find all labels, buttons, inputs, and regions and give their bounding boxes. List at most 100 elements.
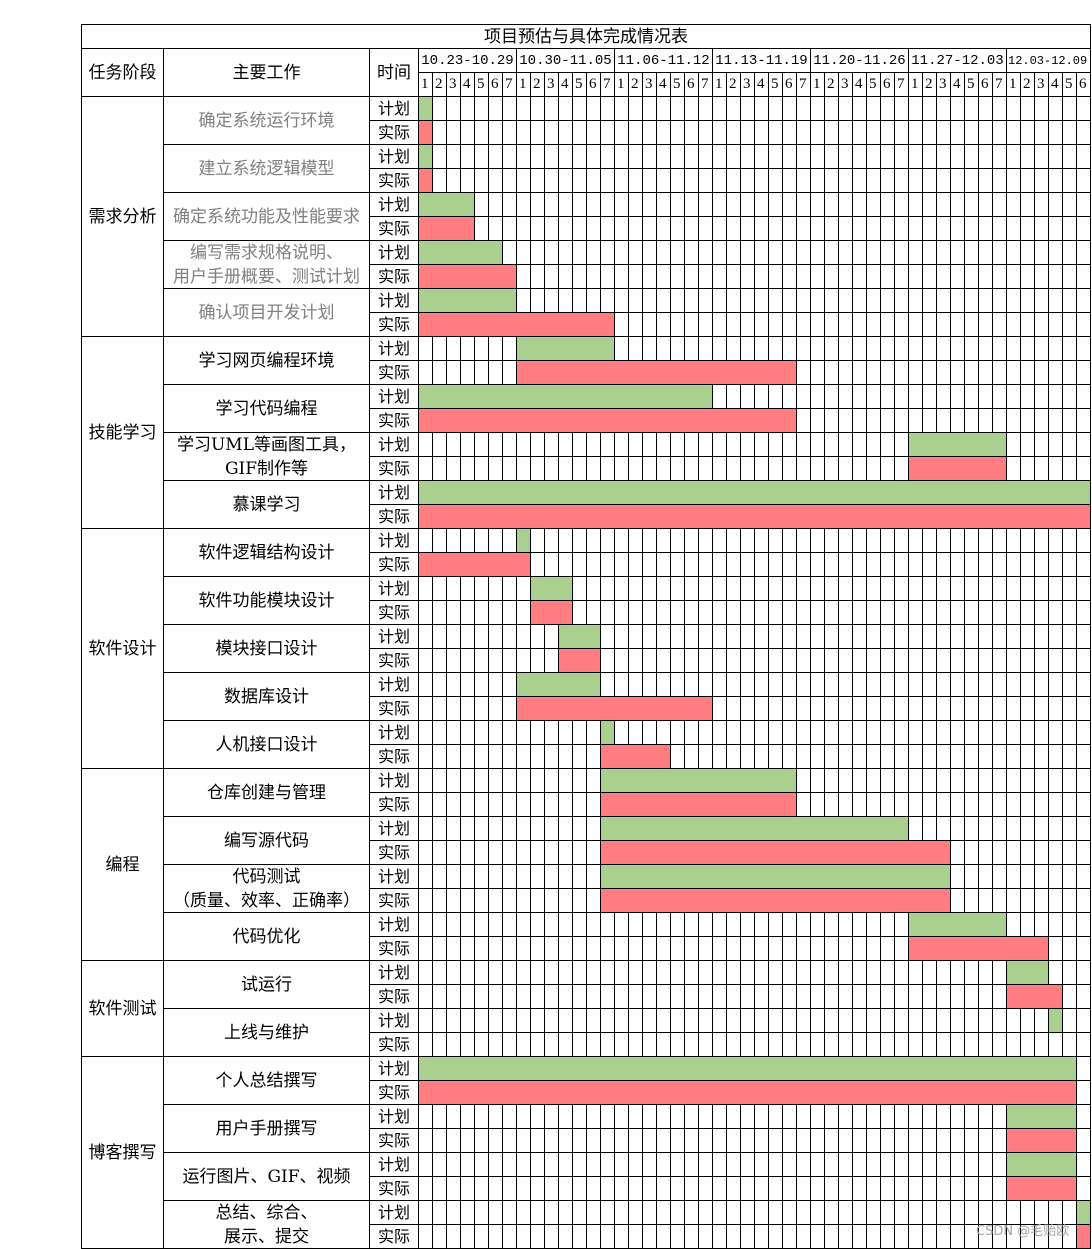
plan-bar xyxy=(601,865,950,888)
actual-row-label: 实际 xyxy=(377,506,410,526)
task-cell: 编写需求规格说明、 用户手册概要、测试计划 xyxy=(163,240,370,289)
table-title-cell: 项目预估与具体完成情况表 xyxy=(81,24,1091,49)
day-tick-label: 7 xyxy=(505,76,513,92)
task-name-line: 确认项目开发计划 xyxy=(198,302,335,323)
task-name-line: 模块接口设计 xyxy=(215,638,318,659)
task-name-line: 运行图片、GIF、视频 xyxy=(182,1166,351,1187)
actual-bar xyxy=(1077,1225,1090,1248)
stage-name: 编程 xyxy=(105,854,140,875)
task-name-line: 软件功能模块设计 xyxy=(198,590,335,611)
week-header-cell: 11.20-11.26 xyxy=(810,48,909,73)
task-cell: 仓库创建与管理 xyxy=(163,768,370,817)
day-tick-label: 5 xyxy=(673,76,681,92)
task-cell: 学习网页编程环境 xyxy=(163,336,370,385)
day-tick-label: 2 xyxy=(729,76,737,92)
actual-row-label: 实际 xyxy=(377,698,410,718)
day-tick-label: 1 xyxy=(813,76,821,92)
week-header-cell: 11.13-11.19 xyxy=(712,48,811,73)
task-cell: 运行图片、GIF、视频 xyxy=(163,1152,370,1201)
week-header-cell: 10.23-10.29 xyxy=(418,48,517,73)
plan-bar xyxy=(909,433,1006,456)
plan-row-label-cell: 计划 xyxy=(369,336,419,361)
actual-row-label-cell: 实际 xyxy=(369,312,419,337)
day-tick-label: 6 xyxy=(883,76,891,92)
actual-row-label: 实际 xyxy=(377,122,410,142)
actual-bar xyxy=(419,313,614,336)
day-tick-label: 4 xyxy=(561,76,569,92)
actual-row-label: 实际 xyxy=(377,1034,410,1054)
actual-row-label: 实际 xyxy=(377,650,410,670)
stage-cell: 编程 xyxy=(81,768,164,961)
plan-row-label-cell: 计划 xyxy=(369,96,419,121)
plan-bar xyxy=(419,97,432,120)
plan-row-label: 计划 xyxy=(377,1010,410,1030)
plan-row-label-cell: 计划 xyxy=(369,1056,419,1081)
task-cell: 数据库设计 xyxy=(163,672,370,721)
stage-name: 技能学习 xyxy=(88,422,157,443)
task-cell: 编写源代码 xyxy=(163,816,370,865)
day-tick-label: 3 xyxy=(449,76,457,92)
day-tick-label: 2 xyxy=(1023,76,1031,92)
task-cell: 学习代码编程 xyxy=(163,384,370,433)
task-name-line: 人机接口设计 xyxy=(215,734,318,755)
plan-bar xyxy=(1049,1009,1062,1032)
task-cell: 代码优化 xyxy=(163,912,370,961)
plan-row-label-cell: 计划 xyxy=(369,576,419,601)
week-header-cell: 10.30-11.05 xyxy=(516,48,615,73)
task-cell: 个人总结撰写 xyxy=(163,1056,370,1105)
task-name-line: 展示、提交 xyxy=(224,1226,309,1247)
actual-row-label-cell: 实际 xyxy=(369,696,419,721)
actual-row-label-cell: 实际 xyxy=(369,552,419,577)
plan-row-label: 计划 xyxy=(377,722,410,742)
plan-row-label: 计划 xyxy=(377,98,410,118)
plan-row-label: 计划 xyxy=(377,290,410,310)
plan-bar xyxy=(1007,1153,1076,1176)
plan-bar xyxy=(1077,1201,1090,1224)
plan-row-label: 计划 xyxy=(377,1106,410,1126)
plan-row-label-cell: 计划 xyxy=(369,960,419,985)
plan-row-label-cell: 计划 xyxy=(369,528,419,553)
task-cell: 慕课学习 xyxy=(163,480,370,529)
task-name-line: 软件逻辑结构设计 xyxy=(198,542,335,563)
actual-bar xyxy=(419,217,474,240)
day-tick-label: 6 xyxy=(1079,76,1087,92)
task-name-line: 编写源代码 xyxy=(224,830,309,851)
task-name-line: 学习UML等画图工具， xyxy=(176,434,357,455)
plan-bar xyxy=(601,817,908,840)
day-tick-label: 5 xyxy=(771,76,779,92)
task-cell: 上线与维护 xyxy=(163,1008,370,1057)
actual-row-label-cell: 实际 xyxy=(369,648,419,673)
day-tick-label: 1 xyxy=(421,76,429,92)
task-cell: 学习UML等画图工具， GIF制作等 xyxy=(163,432,370,481)
actual-row-label-cell: 实际 xyxy=(369,264,419,289)
actual-bar xyxy=(419,121,432,144)
actual-row-label-cell: 实际 xyxy=(369,1128,419,1153)
plan-row-label: 计划 xyxy=(377,578,410,598)
actual-row-label-cell: 实际 xyxy=(369,840,419,865)
task-name-line: 数据库设计 xyxy=(224,686,309,707)
plan-row-label: 计划 xyxy=(377,1058,410,1078)
plan-row-label-cell: 计划 xyxy=(369,192,419,217)
actual-row-label-cell: 实际 xyxy=(369,1176,419,1201)
week-header-cell: 11.27-12.03 xyxy=(908,48,1007,73)
plan-row-label: 计划 xyxy=(377,818,410,838)
day-tick-label: 3 xyxy=(841,76,849,92)
task-name-line: 建立系统逻辑模型 xyxy=(198,158,335,179)
plan-bar xyxy=(531,577,572,600)
actual-row-label-cell: 实际 xyxy=(369,216,419,241)
week-label: 11.06-11.12 xyxy=(617,52,710,69)
stage-header: 任务阶段 xyxy=(88,62,157,83)
task-name-line: 总结、综合、 xyxy=(215,1202,318,1223)
stage-cell: 技能学习 xyxy=(81,336,164,529)
task-cell: 软件逻辑结构设计 xyxy=(163,528,370,577)
table-title: 项目预估与具体完成情况表 xyxy=(484,26,688,47)
actual-row-label: 实际 xyxy=(377,314,410,334)
plan-row-label-cell: 计划 xyxy=(369,384,419,409)
plan-row-label: 计划 xyxy=(377,866,410,886)
plan-row-label-cell: 计划 xyxy=(369,768,419,793)
task-name-line: 慕课学习 xyxy=(232,494,301,515)
day-tick-label: 6 xyxy=(981,76,989,92)
plan-bar xyxy=(419,193,474,216)
actual-row-label-cell: 实际 xyxy=(369,744,419,769)
actual-row-label-cell: 实际 xyxy=(369,1080,419,1105)
